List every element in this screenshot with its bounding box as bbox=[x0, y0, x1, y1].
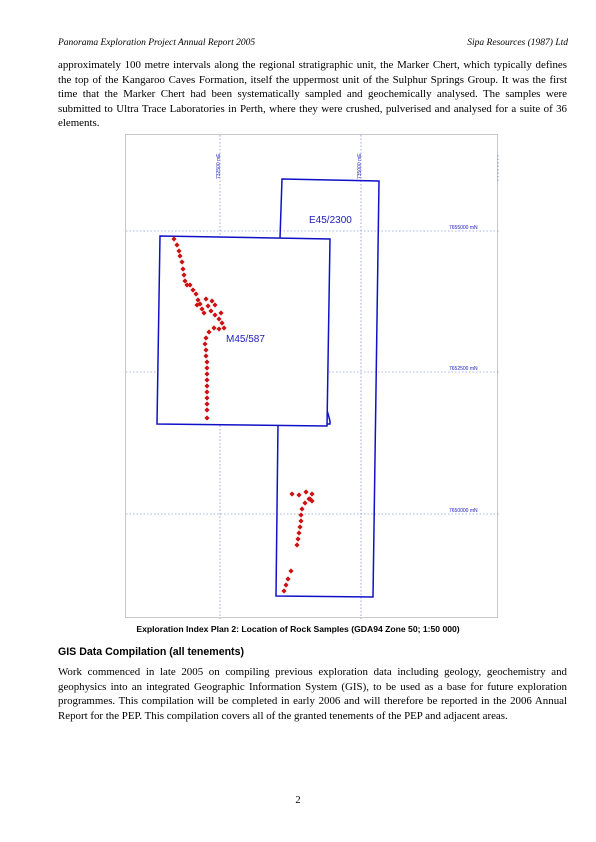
rock-sample-marker bbox=[219, 320, 225, 326]
rock-sample-marker bbox=[182, 278, 188, 284]
rock-sample-marker bbox=[281, 588, 287, 594]
rock-sample-marker bbox=[180, 266, 186, 272]
section-heading: GIS Data Compilation (all tenements) bbox=[58, 646, 245, 658]
rock-sample-marker bbox=[174, 242, 180, 248]
rock-sample-marker bbox=[212, 302, 218, 308]
rock-sample-marker bbox=[199, 306, 205, 312]
rock-sample-marker bbox=[203, 347, 209, 353]
rock-sample-marker bbox=[285, 576, 291, 582]
company-header: Sipa Resources (1987) Ltd bbox=[467, 38, 568, 48]
map-caption: Exploration Index Plan 2: Location of Ro… bbox=[136, 624, 460, 634]
rock-sample-marker bbox=[171, 236, 177, 242]
rock-sample-marker bbox=[203, 353, 209, 359]
rock-sample-marker bbox=[296, 492, 302, 498]
rock-sample-marker bbox=[201, 310, 207, 316]
rock-sample-marker bbox=[299, 506, 305, 512]
rock-sample-marker bbox=[194, 302, 200, 308]
map-canvas: 732500 mE 735000 mE 7655000 mN 7652500 m… bbox=[126, 135, 499, 619]
rock-sample-marker bbox=[203, 335, 209, 341]
easting-label-2: 735000 mE bbox=[357, 153, 363, 179]
rock-sample-marker bbox=[309, 491, 315, 497]
rock-sample-marker bbox=[298, 512, 304, 518]
rock-sample-marker bbox=[195, 297, 201, 303]
rock-sample-marker bbox=[288, 568, 294, 574]
rock-sample-marker bbox=[204, 389, 210, 395]
rock-sample-marker bbox=[190, 287, 196, 293]
tenement-label-e45-2300: E45/2300 bbox=[309, 215, 352, 226]
rock-sample-points bbox=[171, 236, 315, 594]
rock-sample-marker bbox=[202, 341, 208, 347]
rock-sample-marker bbox=[309, 498, 315, 504]
rock-sample-marker bbox=[297, 524, 303, 530]
easting-label-1: 732500 mE bbox=[216, 153, 222, 179]
gis-paragraph: Work commenced in late 2005 on compiling… bbox=[58, 666, 567, 722]
rock-sample-marker bbox=[193, 291, 199, 297]
rock-sample-marker bbox=[176, 248, 182, 254]
rock-sample-marker bbox=[208, 308, 214, 314]
rock-sample-marker bbox=[204, 365, 210, 371]
rock-sample-marker bbox=[187, 282, 193, 288]
rock-sample-marker bbox=[179, 259, 185, 265]
rock-sample-marker bbox=[302, 500, 308, 506]
rock-sample-marker bbox=[204, 395, 210, 401]
rock-sample-marker bbox=[204, 371, 210, 377]
rock-sample-marker bbox=[197, 301, 203, 307]
rock-sample-marker bbox=[204, 415, 210, 421]
rock-sample-marker bbox=[206, 329, 212, 335]
rock-sample-marker bbox=[203, 296, 209, 302]
rock-sample-marker bbox=[294, 542, 300, 548]
rock-sample-marker bbox=[211, 325, 217, 331]
northing-label-2: 7652500 mN bbox=[449, 366, 478, 372]
rock-sample-marker bbox=[204, 359, 210, 365]
rock-sample-marker bbox=[303, 489, 309, 495]
tenement-label-m45-587: M45/587 bbox=[226, 334, 265, 345]
rock-sample-marker bbox=[295, 536, 301, 542]
rock-sample-marker bbox=[204, 407, 210, 413]
rock-sample-marker bbox=[212, 312, 218, 318]
rock-sample-marker bbox=[177, 253, 183, 259]
rock-sample-marker bbox=[216, 326, 222, 332]
rock-sample-marker bbox=[296, 530, 302, 536]
rock-sample-marker bbox=[204, 383, 210, 389]
rock-sample-marker bbox=[205, 303, 211, 309]
northing-label-3: 7650000 mN bbox=[449, 508, 478, 514]
page-number: 2 bbox=[295, 795, 301, 806]
rock-sample-marker bbox=[204, 401, 210, 407]
exploration-index-map: 732500 mE 735000 mE 7655000 mN 7652500 m… bbox=[125, 134, 499, 619]
report-title-header: Panorama Exploration Project Annual Repo… bbox=[58, 38, 256, 48]
northing-label-1: 7655000 mN bbox=[449, 225, 478, 231]
rock-sample-marker bbox=[184, 282, 190, 288]
rock-sample-marker bbox=[218, 310, 224, 316]
rock-sample-marker bbox=[298, 518, 304, 524]
rock-sample-marker bbox=[289, 491, 295, 497]
tenement-m45-587-boundary bbox=[156, 235, 331, 427]
intro-paragraph: approximately 100 metre intervals along … bbox=[58, 59, 567, 130]
rock-sample-marker bbox=[204, 377, 210, 383]
rock-sample-marker bbox=[181, 272, 187, 278]
rock-sample-marker bbox=[209, 298, 215, 304]
rock-sample-marker bbox=[221, 325, 227, 331]
rock-sample-marker bbox=[283, 582, 289, 588]
rock-sample-marker bbox=[216, 316, 222, 322]
